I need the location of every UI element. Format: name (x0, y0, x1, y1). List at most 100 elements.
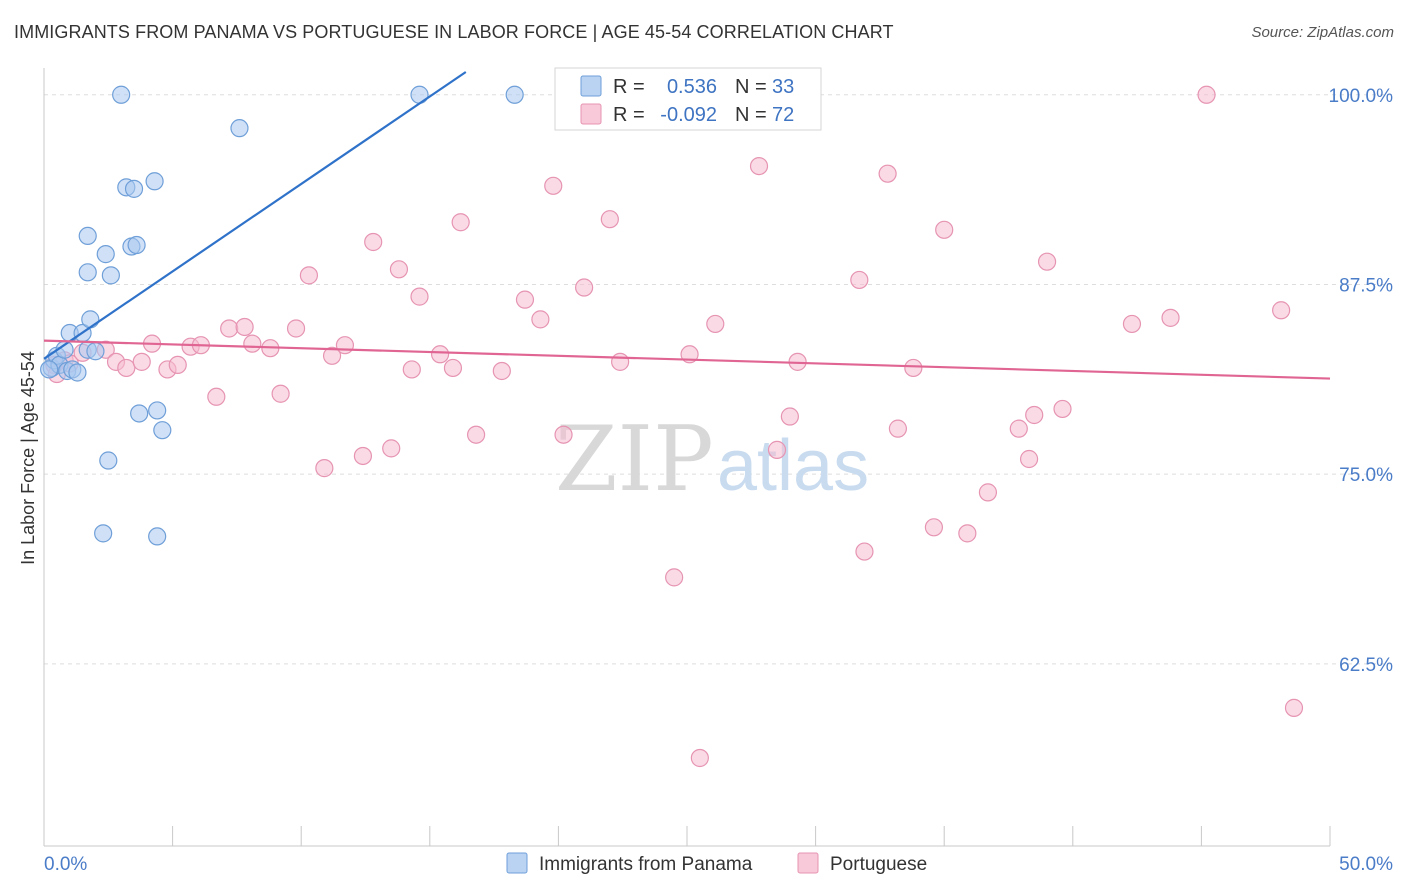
axes (43, 68, 1331, 847)
portuguese-point-30 (443, 358, 463, 378)
portuguese-point-54 (904, 358, 923, 378)
legend-swatch-portuguese (580, 103, 602, 125)
panama-points (40, 85, 524, 546)
portuguese-point-59 (1009, 419, 1028, 438)
panama-point-11 (81, 310, 100, 329)
portuguese-point-27 (402, 360, 421, 379)
series-legend-swatch-portuguese (797, 852, 819, 874)
legend-n-value-panama: 33 (772, 76, 794, 98)
portuguese-point-17 (271, 384, 290, 403)
panama-point-20 (145, 172, 164, 191)
stats-legend: R = 0.536 N = 33 R = -0.092 N = 72 (554, 67, 822, 131)
portuguese-point-63 (1053, 399, 1072, 419)
portuguese-point-36 (544, 176, 563, 195)
portuguese-point-15 (243, 334, 262, 353)
y-tick-labels: 62.5% 75.0% 87.5% 100.0% (1329, 86, 1394, 676)
portuguese-point-34 (515, 290, 535, 309)
portuguese-point-6 (132, 352, 151, 371)
panama-point-12 (78, 263, 97, 282)
legend-r-value-panama: 0.536 (667, 76, 717, 98)
source-credit: Source: ZipAtlas.com (1251, 24, 1394, 41)
panama-point-25 (99, 451, 118, 470)
panama-point-31 (86, 342, 105, 361)
panama-point-14 (96, 245, 115, 264)
legend-r-value-portuguese: -0.092 (660, 104, 717, 126)
portuguese-point-65 (1161, 308, 1180, 327)
panama-point-28 (130, 404, 149, 423)
portuguese-point-39 (600, 210, 619, 229)
portuguese-point-68 (1284, 698, 1304, 717)
legend-swatch-panama (580, 75, 602, 97)
series-legend-swatch-panama (506, 852, 528, 874)
panama-point-24 (505, 85, 524, 104)
portuguese-point-5 (117, 358, 136, 378)
panama-point-22 (230, 119, 249, 138)
panama-point-17 (124, 179, 144, 198)
portuguese-point-31 (451, 213, 470, 232)
portuguese-point-35 (531, 310, 550, 329)
portuguese-point-41 (665, 568, 684, 587)
portuguese-point-13 (220, 319, 239, 338)
portuguese-point-56 (935, 220, 954, 239)
portuguese-point-64 (1122, 314, 1142, 334)
portuguese-point-52 (878, 164, 897, 183)
portuguese-point-12 (207, 387, 226, 406)
y-tick-label-0: 62.5% (1339, 655, 1393, 676)
grid-lines (44, 94, 1392, 665)
portuguese-point-29 (430, 345, 450, 364)
portuguese-point-48 (780, 407, 799, 426)
portuguese-point-18 (286, 319, 306, 338)
portuguese-point-9 (168, 355, 187, 375)
portuguese-point-40 (611, 352, 630, 371)
portuguese-point-57 (958, 524, 977, 543)
watermark-atlas: atlas (717, 426, 869, 506)
series-legend-label-panama: Immigrants from Panama (539, 854, 753, 875)
portuguese-point-51 (855, 542, 874, 561)
chart-title: IMMIGRANTS FROM PANAMA VS PORTUGUESE IN … (14, 22, 894, 42)
portuguese-point-58 (978, 483, 998, 502)
y-axis-label: In Labor Force | Age 45-54 (18, 351, 38, 565)
portuguese-point-44 (706, 314, 725, 334)
panama-point-32 (40, 360, 59, 379)
panama-point-29 (148, 401, 167, 420)
y-tick-label-1: 75.0% (1339, 465, 1393, 486)
legend-r-label-panama: R = (613, 76, 645, 98)
portuguese-point-24 (364, 232, 383, 252)
x-tick-label-max: 50.0% (1339, 854, 1393, 875)
legend-n-label-panama: N = (735, 76, 767, 98)
y-tick-label-2: 87.5% (1339, 275, 1393, 296)
series-legend-label-portuguese: Portuguese (830, 854, 927, 875)
portuguese-point-25 (382, 439, 401, 458)
panama-trend-line (43, 71, 467, 360)
portuguese-point-38 (575, 278, 594, 297)
legend-n-label-portuguese: N = (735, 104, 767, 126)
portuguese-trend-line (43, 339, 1331, 380)
portuguese-point-66 (1197, 85, 1216, 104)
portuguese-point-53 (888, 419, 908, 438)
trend-lines (43, 71, 1331, 380)
portuguese-point-20 (315, 459, 334, 478)
portuguese-point-50 (850, 270, 869, 290)
portuguese-point-43 (690, 748, 709, 768)
portuguese-point-60 (1019, 449, 1039, 469)
portuguese-point-37 (554, 425, 573, 444)
portuguese-point-61 (1025, 405, 1044, 425)
portuguese-point-21 (322, 346, 342, 365)
portuguese-point-23 (353, 446, 373, 466)
portuguese-point-62 (1037, 252, 1057, 271)
series-legend: Immigrants from Panama Portuguese (506, 852, 927, 875)
portuguese-point-14 (235, 317, 254, 337)
panama-point-15 (101, 266, 120, 285)
portuguese-point-22 (335, 336, 355, 355)
portuguese-point-28 (410, 287, 429, 306)
portuguese-point-32 (466, 425, 486, 444)
legend-r-label-portuguese: R = (613, 104, 645, 126)
portuguese-point-33 (492, 361, 511, 381)
legend-n-value-portuguese: 72 (772, 104, 794, 126)
panama-point-30 (153, 421, 172, 440)
panama-point-8 (68, 363, 87, 382)
watermark-zip: ZIP (555, 407, 714, 512)
portuguese-point-46 (749, 156, 769, 176)
portuguese-point-47 (767, 440, 787, 459)
